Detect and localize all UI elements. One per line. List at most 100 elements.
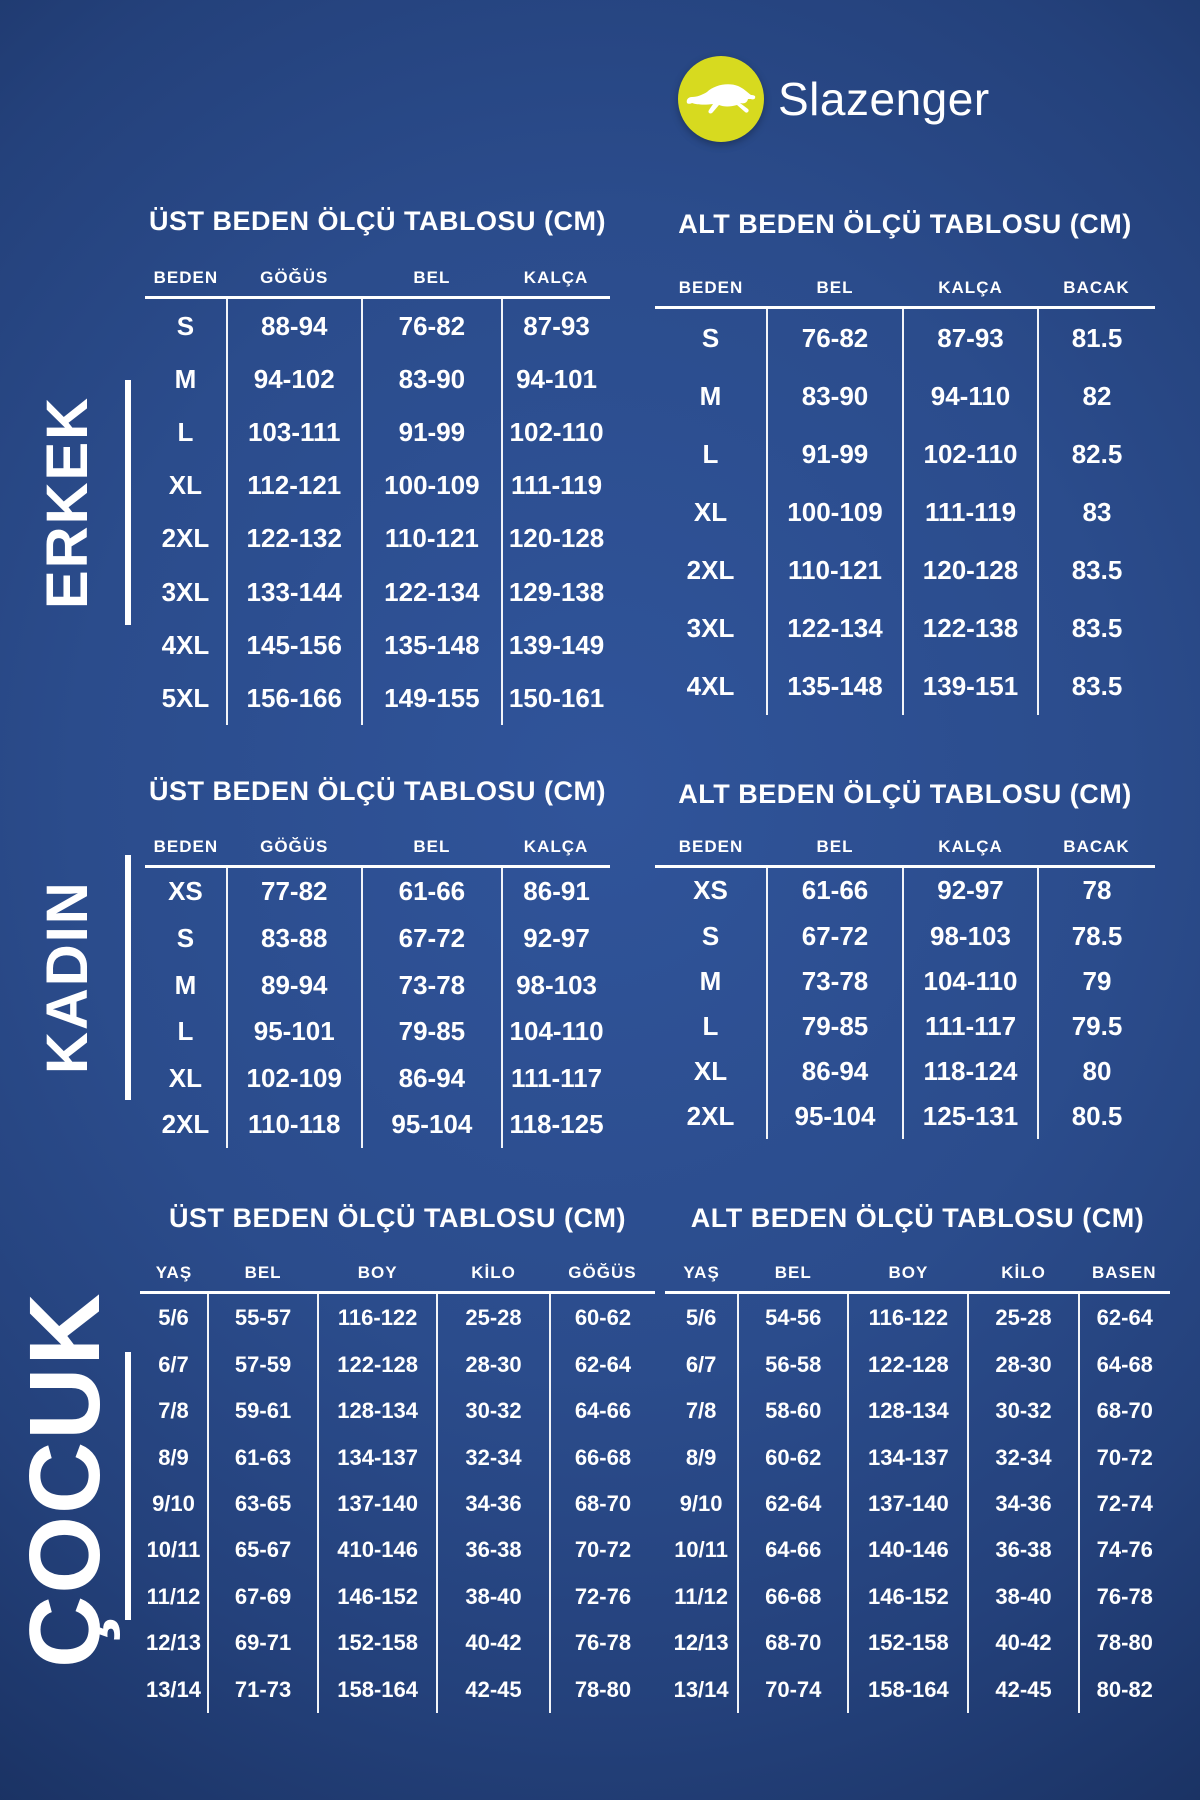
size-cell: 61-66: [766, 866, 903, 914]
size-cell: 76-78: [1077, 1573, 1170, 1621]
size-cell: 66-68: [548, 1434, 655, 1481]
table-row: 13/14 70-74 158-164 42-45 80-82: [665, 1666, 1170, 1713]
table-row: 5/6 54-56 116-122 25-28 62-64: [665, 1292, 1170, 1342]
size-cell: 73-78: [360, 961, 503, 1009]
header-row: YAŞ BEL BOY KİLO BASEN: [665, 1253, 1170, 1294]
size-cell: 71-73: [206, 1666, 319, 1713]
size-cell: 86-94: [766, 1048, 903, 1094]
section-label-kadin: KADIN: [35, 880, 100, 1074]
table-title-cocuk-ust: ÜST BEDEN ÖLÇÜ TABLOSU (CM): [169, 1203, 626, 1233]
size-cell: 137-140: [847, 1480, 969, 1528]
size-cell: 86-91: [501, 866, 610, 916]
size-cell: 3XL: [161, 576, 210, 607]
section-divider-bar: [125, 855, 131, 1100]
size-table: BEDEN BEL KALÇA BACAK S 76-82 87-93 81.5 M 83-90 9…: [655, 268, 1155, 715]
table-row: XL 102-109 86-94 111-117: [145, 1054, 610, 1102]
size-cell: XL: [693, 1055, 728, 1086]
size-table: BEDEN GÖĞÜS BEL KALÇA S 88-94 76-82 87-93 M 94-10…: [145, 258, 610, 725]
size-cell: 79-85: [360, 1008, 503, 1055]
size-cell: 110-121: [360, 512, 503, 566]
table-row: L 79-85 111-117 79.5: [655, 1003, 1155, 1049]
size-cell: 125-131: [902, 1093, 1038, 1139]
table-row: L 95-101 79-85 104-110: [145, 1008, 610, 1055]
table-row: M 94-102 83-90 94-101: [145, 353, 610, 407]
size-cell: 63-65: [206, 1480, 319, 1528]
table-row: 7/8 58-60 128-134 30-32 68-70: [665, 1387, 1170, 1435]
size-cell: 89-94: [225, 961, 362, 1009]
column-header: KALÇA: [502, 258, 610, 299]
size-cell: XL: [693, 497, 728, 528]
table-title-kadin-alt: ALT BEDEN ÖLÇÜ TABLOSU (CM): [678, 779, 1132, 809]
size-cell: 98-103: [501, 961, 610, 1009]
section-divider-bar: [125, 1352, 131, 1620]
size-cell: 76-82: [360, 297, 503, 354]
size-cell: 83-90: [766, 367, 903, 426]
size-cell: 83.5: [1037, 657, 1155, 715]
size-cell: 116-122: [317, 1292, 438, 1342]
size-cell: 38-40: [436, 1573, 550, 1621]
size-cell: 34-36: [436, 1480, 550, 1528]
header-row: BEDEN GÖĞÜS BEL KALÇA: [145, 827, 610, 868]
size-cell: 62-64: [1077, 1292, 1170, 1342]
table-title-erkek-ust: ÜST BEDEN ÖLÇÜ TABLOSU (CM): [149, 206, 606, 236]
size-cell: 150-161: [501, 671, 610, 725]
table-row: XS 77-82 61-66 86-91: [145, 866, 610, 916]
size-cell: 67-72: [360, 915, 503, 962]
column-header: BEL: [361, 827, 503, 868]
size-cell: 110-121: [766, 541, 903, 600]
table-row: S 83-88 67-72 92-97: [145, 915, 610, 962]
size-cell: 54-56: [737, 1292, 849, 1342]
size-table: YAŞ BEL BOY KİLO GÖĞÜS 5/6 55-57 116-122 25-28 60…: [140, 1253, 655, 1713]
size-cell: S: [176, 310, 195, 341]
column-header: YAŞ: [140, 1253, 208, 1294]
size-cell: 12/13: [673, 1630, 729, 1656]
column-header: BOY: [318, 1253, 438, 1294]
size-cell: 83-90: [360, 353, 503, 407]
table-row: 2XL 110-118 95-104 118-125: [145, 1101, 610, 1148]
size-cell: 94-110: [902, 367, 1038, 426]
size-cell: 68-70: [737, 1620, 849, 1667]
size-cell: 64-68: [1077, 1341, 1170, 1388]
size-cell: 64-66: [548, 1387, 655, 1435]
header-row: YAŞ BEL BOY KİLO GÖĞÜS: [140, 1253, 655, 1294]
size-cell: 2XL: [686, 1100, 735, 1131]
size-cell: 2XL: [161, 523, 210, 554]
size-cell: 61-66: [360, 866, 503, 916]
size-cell: L: [702, 1010, 719, 1041]
size-cell: 91-99: [766, 425, 903, 484]
size-cell: 30-32: [436, 1387, 550, 1435]
size-cell: 5/6: [685, 1304, 717, 1330]
size-cell: 68-70: [548, 1480, 655, 1528]
table-row: XL 112-121 100-109 111-119: [145, 459, 610, 513]
size-cell: 72-76: [548, 1573, 655, 1621]
table-title-erkek-alt: ALT BEDEN ÖLÇÜ TABLOSU (CM): [678, 209, 1132, 239]
size-cell: 67-72: [766, 913, 903, 959]
size-cell: 80-82: [1077, 1666, 1170, 1713]
size-cell: L: [177, 1016, 194, 1047]
size-cell: 67-69: [206, 1573, 319, 1621]
size-cell: 70-72: [548, 1527, 655, 1574]
table-row: 12/13 69-71 152-158 40-42 76-78: [140, 1620, 655, 1667]
column-header: KALÇA: [903, 827, 1038, 868]
table-row: 10/11 64-66 140-146 36-38 74-76: [665, 1527, 1170, 1574]
size-cell: 78.5: [1037, 913, 1155, 959]
table-row: 9/10 62-64 137-140 34-36 72-74: [665, 1480, 1170, 1528]
size-cell: 139-151: [902, 657, 1038, 715]
size-cell: 2XL: [161, 1109, 210, 1140]
size-cell: 11/12: [674, 1583, 729, 1609]
table-row: M 89-94 73-78 98-103: [145, 961, 610, 1009]
size-cell: 78-80: [1077, 1620, 1170, 1667]
table-title-cocuk-alt: ALT BEDEN ÖLÇÜ TABLOSU (CM): [690, 1203, 1145, 1233]
size-cell: 139-149: [501, 618, 610, 672]
size-cell: 98-103: [902, 913, 1038, 959]
table-row: 3XL 133-144 122-134 129-138: [145, 565, 610, 619]
table-row: 8/9 60-62 134-137 32-34 70-72: [665, 1434, 1170, 1481]
size-cell: 7/8: [685, 1398, 717, 1424]
size-cell: 36-38: [967, 1527, 1079, 1574]
size-cell: 140-146: [847, 1527, 969, 1574]
size-cell: 137-140: [317, 1480, 438, 1528]
size-cell: 410-146: [317, 1527, 438, 1574]
size-cell: 76-78: [548, 1620, 655, 1667]
size-cell: XS: [168, 876, 203, 907]
size-cell: 102-110: [902, 425, 1038, 484]
